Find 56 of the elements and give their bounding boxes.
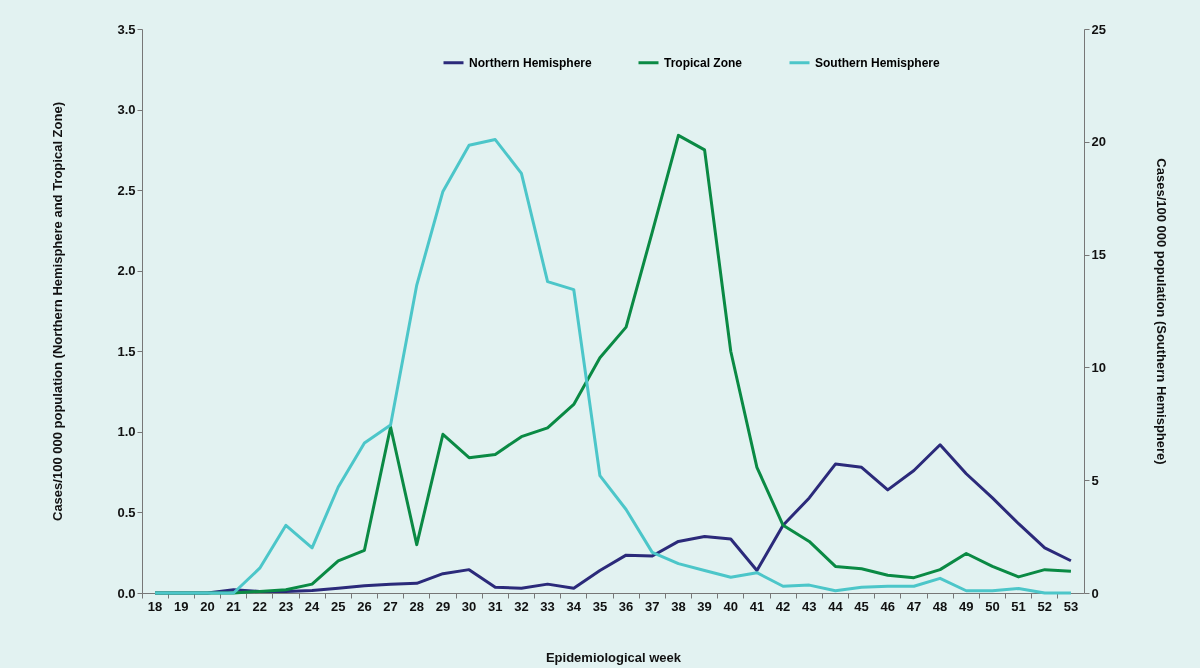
y-tick-label: 1.0 xyxy=(117,424,136,440)
x-tick-label: 35 xyxy=(592,598,608,614)
y2-tick-label: 10 xyxy=(1091,359,1106,375)
x-tick-label: 43 xyxy=(802,598,817,614)
x-tick-label: 53 xyxy=(1063,598,1079,614)
x-tick-label: 50 xyxy=(985,598,1000,614)
x-tick-label: 23 xyxy=(278,598,294,614)
x-tick-label: 30 xyxy=(461,598,477,614)
y-tick-label: 0.0 xyxy=(117,585,136,601)
x-tick-label: 51 xyxy=(1011,598,1026,614)
x-tick-label: 49 xyxy=(959,598,974,614)
legend-label: Southern Hemisphere xyxy=(815,55,941,70)
x-tick-label: 18 xyxy=(147,598,163,614)
y2-tick-label: 0 xyxy=(1091,585,1099,601)
x-tick-label: 33 xyxy=(540,598,555,614)
x-tick-label: 37 xyxy=(645,598,660,614)
y2-tick-label: 15 xyxy=(1091,247,1106,263)
x-tick-label: 47 xyxy=(906,598,922,614)
legend-label: Tropical Zone xyxy=(664,55,743,70)
x-tick-label: 28 xyxy=(409,598,424,614)
x-tick-label: 29 xyxy=(435,598,451,614)
x-tick-label: 45 xyxy=(854,598,869,614)
x-tick-label: 42 xyxy=(775,598,791,614)
x-axis-title: Epidemiological week xyxy=(545,649,682,665)
x-tick-label: 27 xyxy=(383,598,398,614)
x-tick-label: 32 xyxy=(514,598,529,614)
y-tick-label: 3.5 xyxy=(117,21,136,37)
x-tick-label: 40 xyxy=(723,598,738,614)
x-tick-label: 44 xyxy=(828,598,844,614)
x-tick-label: 41 xyxy=(749,598,765,614)
y2-tick-label: 5 xyxy=(1091,472,1099,488)
x-tick-label: 24 xyxy=(304,598,321,614)
legend-label: Northern Hemisphere xyxy=(469,55,593,70)
y2-tick-label: 20 xyxy=(1091,134,1106,150)
x-tick-label: 31 xyxy=(488,598,503,614)
y-axis-title: Cases/100 000 population (Northern Hemisphere and Tropical Zone) xyxy=(50,102,66,521)
x-tick-label: 19 xyxy=(174,598,189,614)
x-tick-label: 52 xyxy=(1037,598,1052,614)
x-tick-label: 36 xyxy=(618,598,634,614)
y-tick-label: 2.0 xyxy=(117,263,136,279)
x-tick-label: 21 xyxy=(226,598,241,614)
x-tick-label: 20 xyxy=(200,598,215,614)
y-tick-label: 2.5 xyxy=(117,182,136,198)
y2-tick-label: 25 xyxy=(1091,21,1106,37)
x-tick-label: 25 xyxy=(331,598,346,614)
x-tick-label: 39 xyxy=(697,598,712,614)
x-tick-label: 22 xyxy=(252,598,267,614)
x-tick-label: 34 xyxy=(566,598,582,614)
x-tick-label: 38 xyxy=(671,598,686,614)
y-tick-label: 1.5 xyxy=(117,343,136,359)
y-tick-label: 3.0 xyxy=(117,102,136,118)
y2-axis-title: Cases/100 000 population (Southern Hemisphere) xyxy=(1153,158,1169,465)
x-tick-label: 48 xyxy=(932,598,948,614)
y-tick-label: 0.5 xyxy=(117,504,136,520)
x-tick-label: 26 xyxy=(357,598,372,614)
x-tick-label: 46 xyxy=(880,598,895,614)
